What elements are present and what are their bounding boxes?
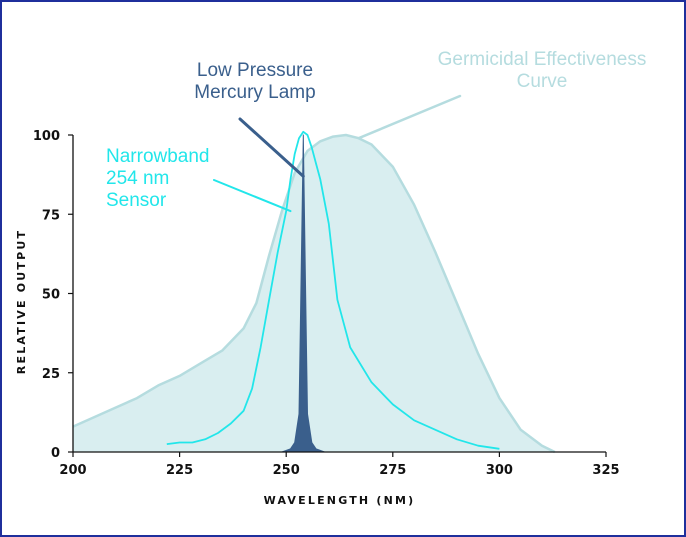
series-narrowband-line [166, 130, 500, 450]
x-tick-label: 275 [379, 463, 406, 478]
annotation-narrowband-line: 254 nm [106, 168, 169, 189]
series-mercury-spike [281, 134, 326, 453]
annotation-narrowband-line: Narrowband [106, 146, 210, 167]
y-tick-label: 100 [33, 129, 60, 144]
x-tick-label: 325 [592, 463, 619, 478]
annotation-leader-germicidal [357, 94, 462, 140]
series-germicidal-line [72, 133, 556, 454]
x-tick-label: 250 [273, 463, 300, 478]
annotation-germicidal-line: Germicidal Effectiveness [438, 49, 647, 70]
annotation-leader-mercury [238, 117, 305, 178]
x-axis-title: WAVELENGTH (NM) [264, 494, 416, 507]
y-tick-label: 50 [42, 288, 60, 303]
y-axis-title: RELATIVE OUTPUT [15, 229, 28, 374]
annotation-leader-narrowband [213, 179, 292, 213]
annotation-mercury-line: Mercury Lamp [194, 82, 315, 103]
annotation-mercury-line: Low Pressure [197, 60, 313, 81]
x-tick-label: 300 [486, 463, 513, 478]
y-tick-label: 75 [42, 208, 60, 223]
annotation-narrowband-line: Sensor [106, 190, 167, 211]
x-tick-label: 200 [59, 463, 86, 478]
x-tick-label: 225 [166, 463, 193, 478]
y-tick-label: 0 [51, 446, 60, 461]
series-layer [72, 130, 556, 454]
y-tick-label: 25 [42, 367, 60, 382]
ticks: 200 225 250 275 300 325 0 25 50 75 100 [33, 129, 620, 478]
annotation-germicidal-line: Curve [517, 71, 568, 92]
series-germicidal-area [73, 135, 555, 452]
